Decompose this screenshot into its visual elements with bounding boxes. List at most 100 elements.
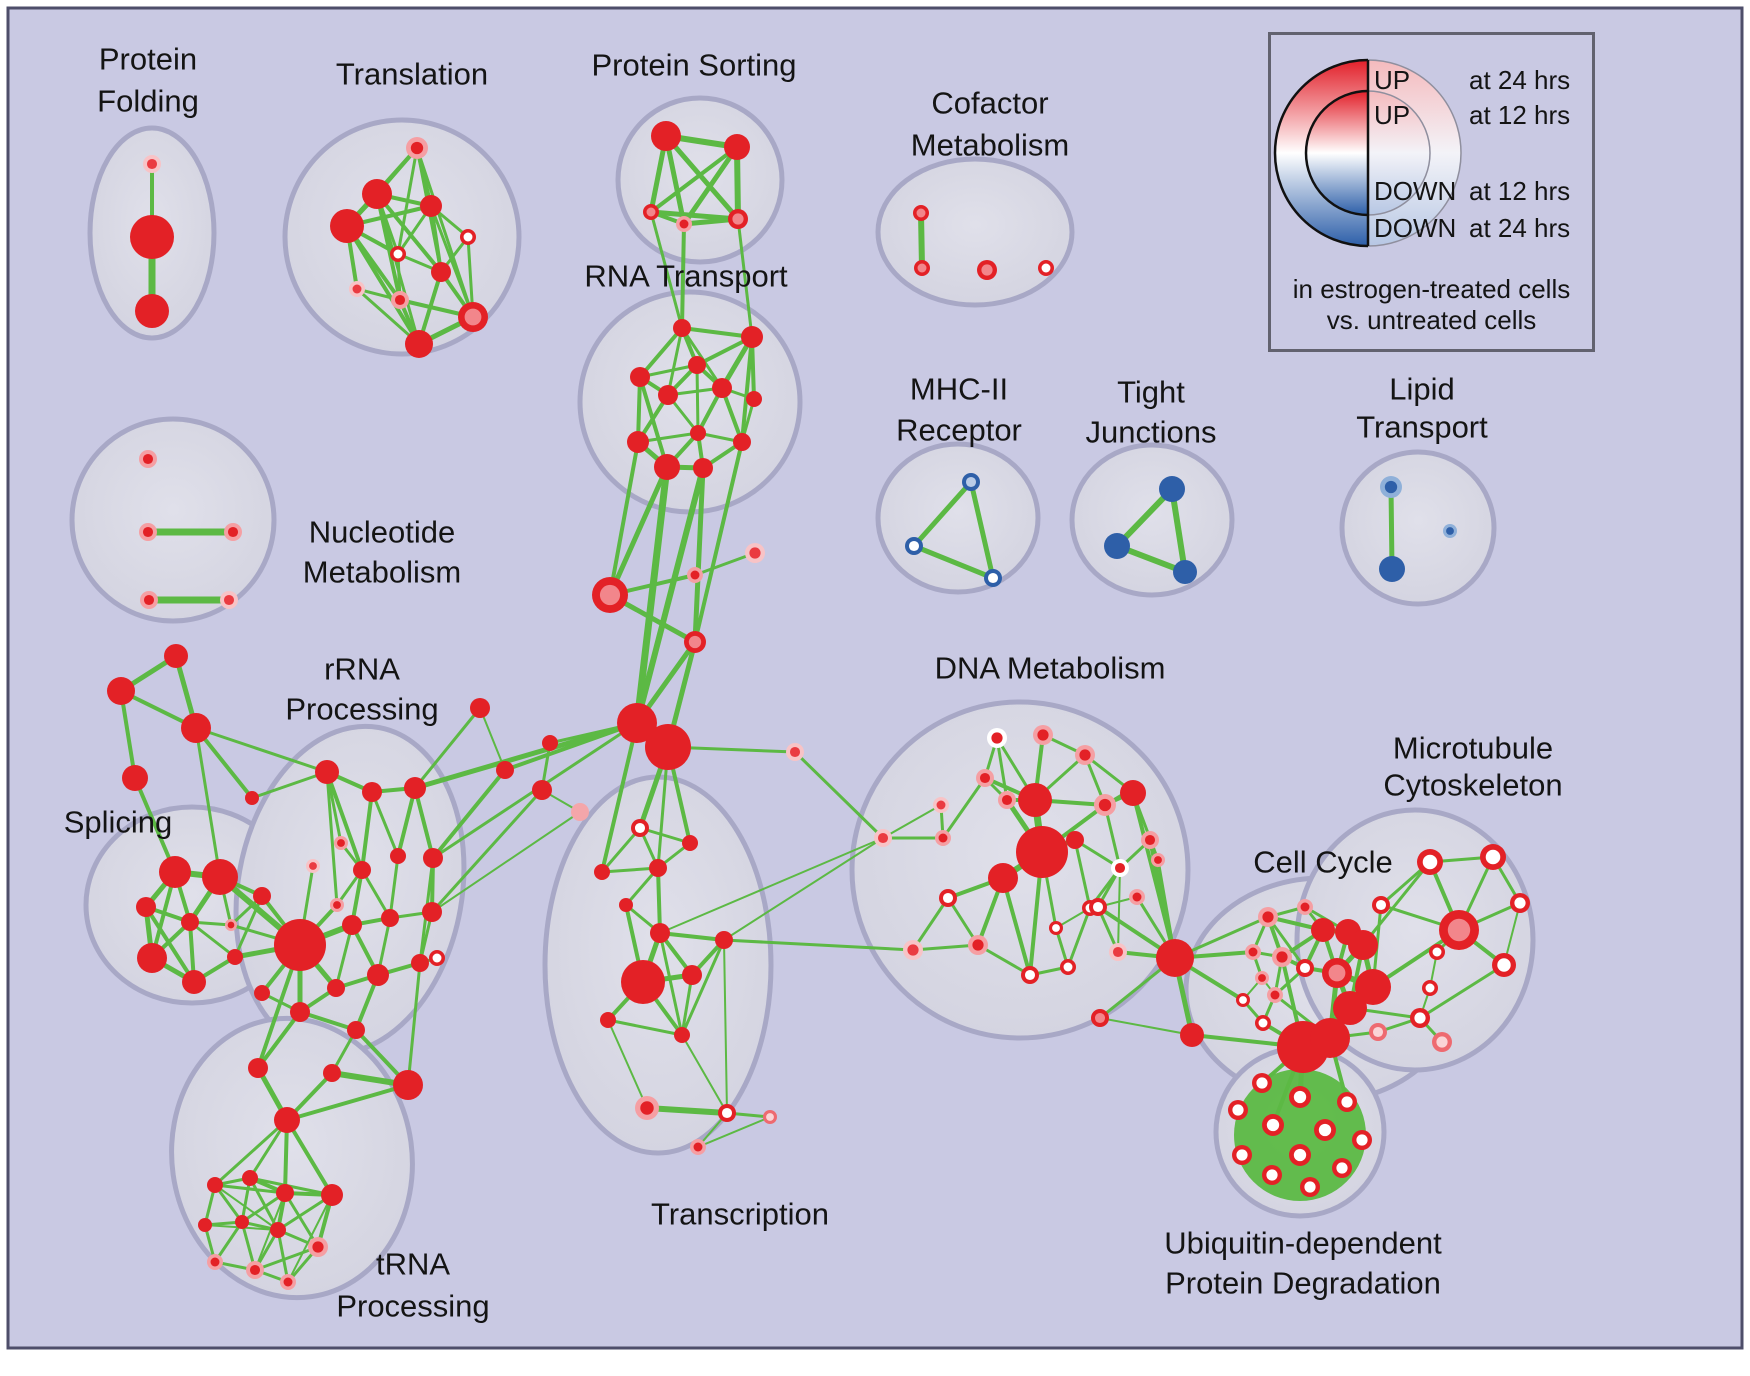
gene-node [690,425,706,441]
edge [1073,838,1092,910]
edge [911,896,950,952]
edge [693,551,757,577]
gene-node [181,713,211,743]
gene-node [654,454,680,480]
edge [250,770,329,800]
gene-node [422,902,442,922]
gene-node [274,919,326,971]
gene-node [1159,476,1185,502]
gene-node [420,195,442,217]
edge [697,1116,771,1148]
cluster-label-rrna-processing: rRNA [324,652,400,687]
gene-node [1156,939,1194,977]
gene-node-core [1485,849,1501,865]
gene-node-core [410,141,424,155]
edge [431,811,581,913]
legend-outer-left-outline [1273,58,1369,248]
gene-node-core [309,862,317,870]
edge [681,1034,728,1114]
cluster-label-tight-junctions: Junctions [1086,415,1217,450]
cluster-label-cofactor-metabolism: Metabolism [911,128,1070,163]
gene-node [594,864,610,880]
gene-node-core [688,635,702,649]
gene-node [321,1184,343,1206]
gene-node [254,985,270,1001]
edge [680,326,754,339]
edge [663,133,741,222]
gene-node-core [142,453,154,465]
nodes-layer [107,121,1530,1290]
edge [431,768,507,860]
edge [911,479,974,549]
legend-term: UP [1374,65,1411,95]
edge [649,210,684,330]
edge [723,939,728,1114]
edge [941,776,987,840]
edge [911,543,996,581]
gene-node-core [690,570,700,580]
gene-node [411,954,429,972]
gene-node [1180,1023,1204,1047]
edge [723,837,884,941]
cluster-label-dna-metabolism: DNA Metabolism [935,651,1166,686]
edge [375,192,421,346]
cluster-label-rna-transport: RNA Transport [584,259,788,294]
gene-node-core [333,901,341,909]
gene-node [1333,991,1367,1025]
gene-node-core [916,208,926,218]
gene-node [362,782,382,802]
gene-node-core [464,308,482,326]
gene-node-core [979,772,991,784]
edge [479,707,506,771]
gene-node-core [1248,947,1258,957]
gene-node-core [1514,897,1526,909]
legend-caption: in estrogen-treated cells vs. untreated … [1271,274,1592,336]
gene-node-core [1239,996,1247,1004]
legend-term: DOWN [1374,213,1457,243]
edge [736,217,754,339]
gene-node [137,943,167,973]
edge [287,1194,333,1283]
gene-node [1066,831,1084,849]
edge [633,463,671,727]
gene-node-core [1037,729,1049,741]
edge [680,973,694,1037]
gene-node-core [227,526,239,538]
edge [740,335,754,444]
gene-node-core [1079,749,1091,761]
gene-node-core [1001,794,1013,806]
edge [1418,963,1506,1020]
gene-node [130,215,174,259]
gene-node-core [1154,856,1162,864]
edge [256,1010,302,1070]
gene-node-core [223,594,235,606]
gene-node-core [432,953,442,963]
gene-node-core [1384,480,1398,494]
gene-node-core [142,526,154,538]
edge [658,931,684,1037]
legend-caption-line1: in estrogen-treated cells [1292,274,1571,304]
gene-node [242,1170,258,1186]
gene-node-core [463,232,473,242]
legend-inner-left-outline [1304,89,1369,217]
cluster-label-splicing: Splicing [64,805,173,840]
gene-node-core [249,1264,261,1276]
legend-outer-right-outline [1367,59,1462,247]
edge [693,440,744,644]
gene-node-core [942,892,954,904]
gene-node-core [1304,1181,1316,1193]
gene-node [274,1107,300,1133]
edge [276,1228,290,1284]
edge [345,224,421,346]
edge [644,1105,730,1116]
gene-node [746,391,762,407]
gene-node-core [1258,974,1266,982]
gene-node [248,1058,268,1078]
gene-node [107,677,135,705]
gene-node [658,385,678,405]
gene-node [164,644,188,668]
legend-inner-right-outline [1367,90,1431,216]
edge [388,854,400,920]
gene-node [404,777,426,799]
cluster-bubble-cofactor-metabolism [875,156,1075,308]
